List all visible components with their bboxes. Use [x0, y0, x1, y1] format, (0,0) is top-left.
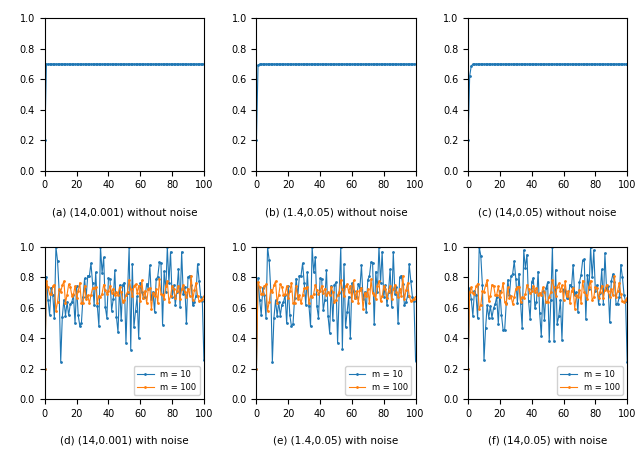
Text: (e) (1.4,0.05) with noise: (e) (1.4,0.05) with noise — [273, 436, 399, 446]
m = 100 — [412, 294, 419, 299]
m = 10 — [294, 294, 301, 299]
Line: m = 10: m = 10 — [255, 246, 417, 370]
m = 100 — [504, 285, 512, 290]
m = 100 — [372, 297, 380, 302]
m = 100 — [160, 296, 168, 302]
m = 10 — [138, 289, 146, 294]
Legend: m = 10, m = 100: m = 10, m = 100 — [345, 366, 412, 395]
Line: m = 100: m = 100 — [44, 274, 205, 370]
Text: (f) (14,0.05) with noise: (f) (14,0.05) with noise — [488, 436, 607, 446]
m = 10 — [623, 359, 631, 365]
Text: (d) (14,0.001) with noise: (d) (14,0.001) with noise — [60, 436, 189, 446]
m = 10 — [464, 366, 472, 372]
m = 10 — [52, 244, 60, 250]
m = 100 — [292, 283, 300, 289]
m = 100 — [611, 274, 618, 279]
m = 100 — [623, 295, 631, 300]
m = 10 — [506, 292, 513, 297]
m = 10 — [477, 253, 484, 258]
Line: m = 10: m = 10 — [467, 246, 628, 370]
m = 10 — [162, 289, 170, 295]
m = 100 — [52, 308, 60, 313]
m = 100 — [538, 292, 545, 298]
m = 10 — [412, 358, 419, 363]
m = 10 — [116, 282, 124, 288]
m = 10 — [539, 289, 547, 294]
m = 10 — [349, 289, 357, 294]
m = 100 — [348, 298, 356, 303]
m = 100 — [136, 298, 144, 304]
m = 10 — [585, 286, 593, 292]
m = 100 — [326, 292, 333, 298]
m = 100 — [200, 294, 208, 299]
m = 100 — [364, 286, 372, 292]
m = 10 — [253, 366, 260, 372]
m = 100 — [476, 307, 483, 312]
Line: m = 100: m = 100 — [467, 275, 628, 370]
m = 10 — [365, 274, 373, 279]
m = 100 — [152, 286, 160, 292]
m = 10 — [374, 289, 381, 294]
Text: (a) (14,0.001) without noise: (a) (14,0.001) without noise — [52, 207, 197, 217]
m = 100 — [41, 366, 49, 372]
m = 100 — [188, 273, 195, 279]
Text: (b) (1.4,0.05) without noise: (b) (1.4,0.05) without noise — [265, 207, 407, 217]
m = 100 — [264, 308, 271, 313]
Legend: m = 10, m = 100: m = 10, m = 100 — [557, 366, 623, 395]
m = 10 — [83, 294, 90, 299]
Text: (c) (14,0.05) without noise: (c) (14,0.05) without noise — [479, 207, 617, 217]
m = 10 — [561, 288, 569, 294]
m = 10 — [264, 244, 271, 250]
m = 100 — [81, 283, 88, 289]
m = 100 — [253, 366, 260, 372]
m = 10 — [41, 366, 49, 372]
m = 10 — [200, 358, 208, 363]
m = 100 — [560, 297, 568, 302]
m = 100 — [114, 292, 122, 298]
m = 100 — [575, 287, 583, 293]
Legend: m = 10, m = 100: m = 10, m = 100 — [134, 366, 200, 395]
m = 10 — [154, 274, 162, 279]
m = 10 — [54, 258, 61, 263]
m = 10 — [577, 273, 585, 278]
m = 100 — [584, 297, 591, 302]
m = 100 — [464, 366, 472, 372]
m = 10 — [328, 283, 335, 288]
Line: m = 100: m = 100 — [255, 274, 417, 370]
m = 10 — [266, 257, 273, 263]
m = 100 — [399, 273, 406, 279]
Line: m = 10: m = 10 — [44, 246, 205, 370]
m = 10 — [476, 244, 483, 250]
